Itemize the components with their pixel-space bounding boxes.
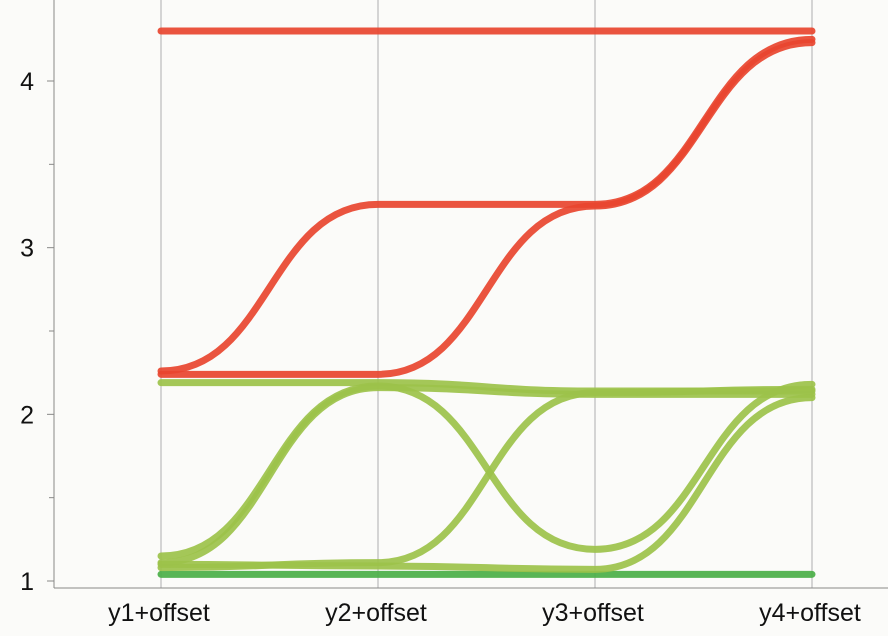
x-category-label: y1+offset — [108, 599, 210, 627]
y-tick-label: 1 — [20, 568, 34, 596]
series-line-3 — [157, 39, 816, 378]
y-tick-label: 4 — [20, 68, 34, 96]
y-axis-ticks: 1 2 3 4 — [20, 68, 54, 596]
x-category-label: y4+offset — [759, 599, 861, 627]
series-line-8 — [157, 394, 816, 573]
vertical-gridlines — [160, 0, 813, 588]
x-category-label: y3+offset — [542, 599, 644, 627]
y-tick-label: 3 — [20, 235, 34, 263]
axes — [53, 0, 888, 589]
series-lines — [157, 27, 816, 578]
x-category-label: y2+offset — [325, 599, 427, 627]
series-line-7 — [157, 385, 816, 572]
x-axis-labels: y1+offset y2+offset y3+offset y4+offset — [108, 599, 861, 627]
y-tick-label: 2 — [20, 401, 34, 429]
series-line-2 — [157, 35, 816, 375]
